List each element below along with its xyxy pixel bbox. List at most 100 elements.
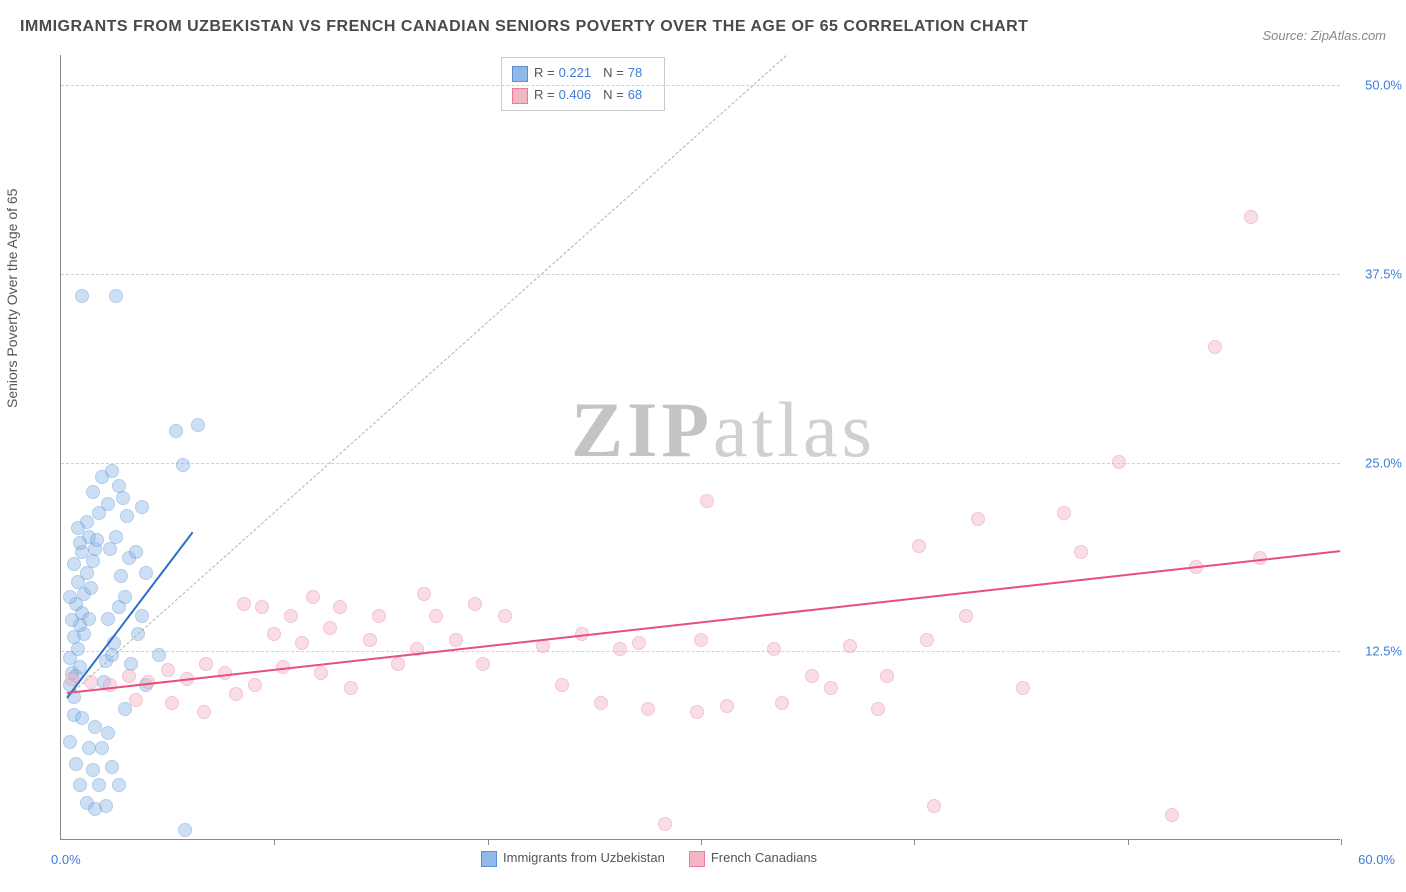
- data-point: [112, 479, 126, 493]
- xtick-mark: [1341, 839, 1342, 845]
- data-point: [165, 696, 179, 710]
- data-point: [63, 590, 77, 604]
- data-point: [176, 458, 190, 472]
- data-point: [73, 778, 87, 792]
- data-point: [103, 678, 117, 692]
- data-point: [105, 648, 119, 662]
- legend-n-value: 78: [628, 65, 642, 80]
- data-point: [95, 741, 109, 755]
- data-point: [694, 633, 708, 647]
- trend-line: [67, 550, 1341, 694]
- legend-n-label: N =: [603, 87, 624, 102]
- data-point: [109, 530, 123, 544]
- legend-row: R = 0.406 N = 68: [512, 84, 654, 106]
- legend-series-name: French Canadians: [711, 850, 817, 865]
- data-point: [105, 464, 119, 478]
- data-point: [306, 590, 320, 604]
- legend-r-label: R =: [534, 87, 555, 102]
- gridline: [61, 274, 1340, 275]
- data-point: [429, 609, 443, 623]
- data-point: [199, 657, 213, 671]
- data-point: [75, 289, 89, 303]
- data-point: [82, 612, 96, 626]
- data-point: [75, 711, 89, 725]
- data-point: [86, 763, 100, 777]
- series-legend: Immigrants from UzbekistanFrench Canadia…: [481, 850, 817, 867]
- data-point: [88, 802, 102, 816]
- source-text: Source: ZipAtlas.com: [1262, 28, 1386, 43]
- data-point: [1244, 210, 1258, 224]
- data-point: [1074, 545, 1088, 559]
- data-point: [498, 609, 512, 623]
- data-point: [71, 521, 85, 535]
- data-point: [86, 485, 100, 499]
- data-point: [103, 542, 117, 556]
- data-point: [255, 600, 269, 614]
- data-point: [101, 726, 115, 740]
- data-point: [101, 612, 115, 626]
- data-point: [73, 536, 87, 550]
- ytick-label: 25.0%: [1365, 455, 1402, 470]
- legend-r-value: 0.221: [559, 65, 592, 80]
- data-point: [84, 581, 98, 595]
- data-point: [169, 424, 183, 438]
- data-point: [105, 760, 119, 774]
- data-point: [476, 657, 490, 671]
- data-point: [116, 491, 130, 505]
- scatter-plot: ZIPatlas 0.0% 60.0% R =0.221N =78R =0.40…: [60, 55, 1340, 840]
- data-point: [700, 494, 714, 508]
- data-point: [690, 705, 704, 719]
- data-point: [391, 657, 405, 671]
- data-point: [720, 699, 734, 713]
- xtick-mark: [1128, 839, 1129, 845]
- data-point: [80, 566, 94, 580]
- data-point: [323, 621, 337, 635]
- data-point: [1016, 681, 1030, 695]
- gridline: [61, 85, 1340, 86]
- data-point: [971, 512, 985, 526]
- data-point: [449, 633, 463, 647]
- xtick-mark: [274, 839, 275, 845]
- data-point: [594, 696, 608, 710]
- data-point: [1112, 455, 1126, 469]
- correlation-legend: R = 0.221 N = 78 R = 0.406 N = 68: [501, 57, 665, 111]
- data-point: [372, 609, 386, 623]
- data-point: [824, 681, 838, 695]
- xtick-mark: [914, 839, 915, 845]
- data-point: [135, 500, 149, 514]
- data-point: [71, 642, 85, 656]
- data-point: [1165, 808, 1179, 822]
- ytick-label: 50.0%: [1365, 78, 1402, 93]
- data-point: [67, 557, 81, 571]
- xtick-mark: [488, 839, 489, 845]
- data-point: [805, 669, 819, 683]
- data-point: [118, 590, 132, 604]
- x-max-label: 60.0%: [1358, 852, 1395, 867]
- data-point: [632, 636, 646, 650]
- legend-r-value: 0.406: [559, 87, 592, 102]
- data-point: [1057, 506, 1071, 520]
- data-point: [912, 539, 926, 553]
- data-point: [843, 639, 857, 653]
- data-point: [468, 597, 482, 611]
- xtick-mark: [701, 839, 702, 845]
- data-point: [90, 533, 104, 547]
- data-point: [109, 289, 123, 303]
- legend-swatch: [512, 88, 528, 104]
- data-point: [767, 642, 781, 656]
- data-point: [178, 823, 192, 837]
- data-point: [114, 569, 128, 583]
- data-point: [229, 687, 243, 701]
- data-point: [129, 693, 143, 707]
- data-point: [122, 669, 136, 683]
- data-point: [92, 778, 106, 792]
- gridline: [61, 463, 1340, 464]
- data-point: [135, 609, 149, 623]
- data-point: [197, 705, 211, 719]
- data-point: [1208, 340, 1222, 354]
- data-point: [267, 627, 281, 641]
- data-point: [641, 702, 655, 716]
- data-point: [363, 633, 377, 647]
- data-point: [613, 642, 627, 656]
- legend-n-value: 68: [628, 87, 642, 102]
